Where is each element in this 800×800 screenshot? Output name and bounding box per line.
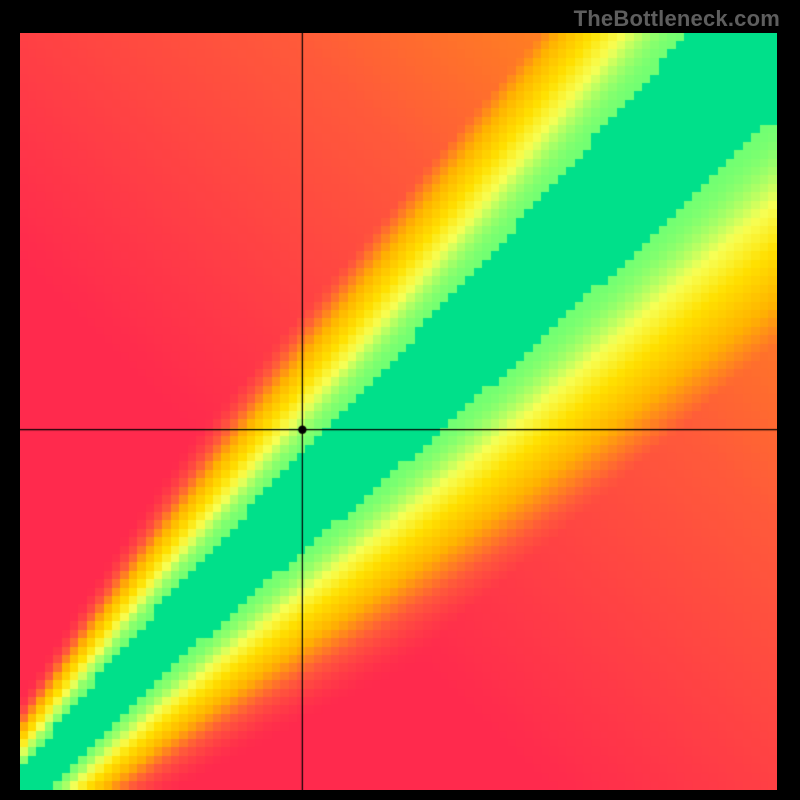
bottleneck-heatmap <box>20 33 777 790</box>
watermark-text: TheBottleneck.com <box>574 6 780 32</box>
figure-container: TheBottleneck.com <box>0 0 800 800</box>
